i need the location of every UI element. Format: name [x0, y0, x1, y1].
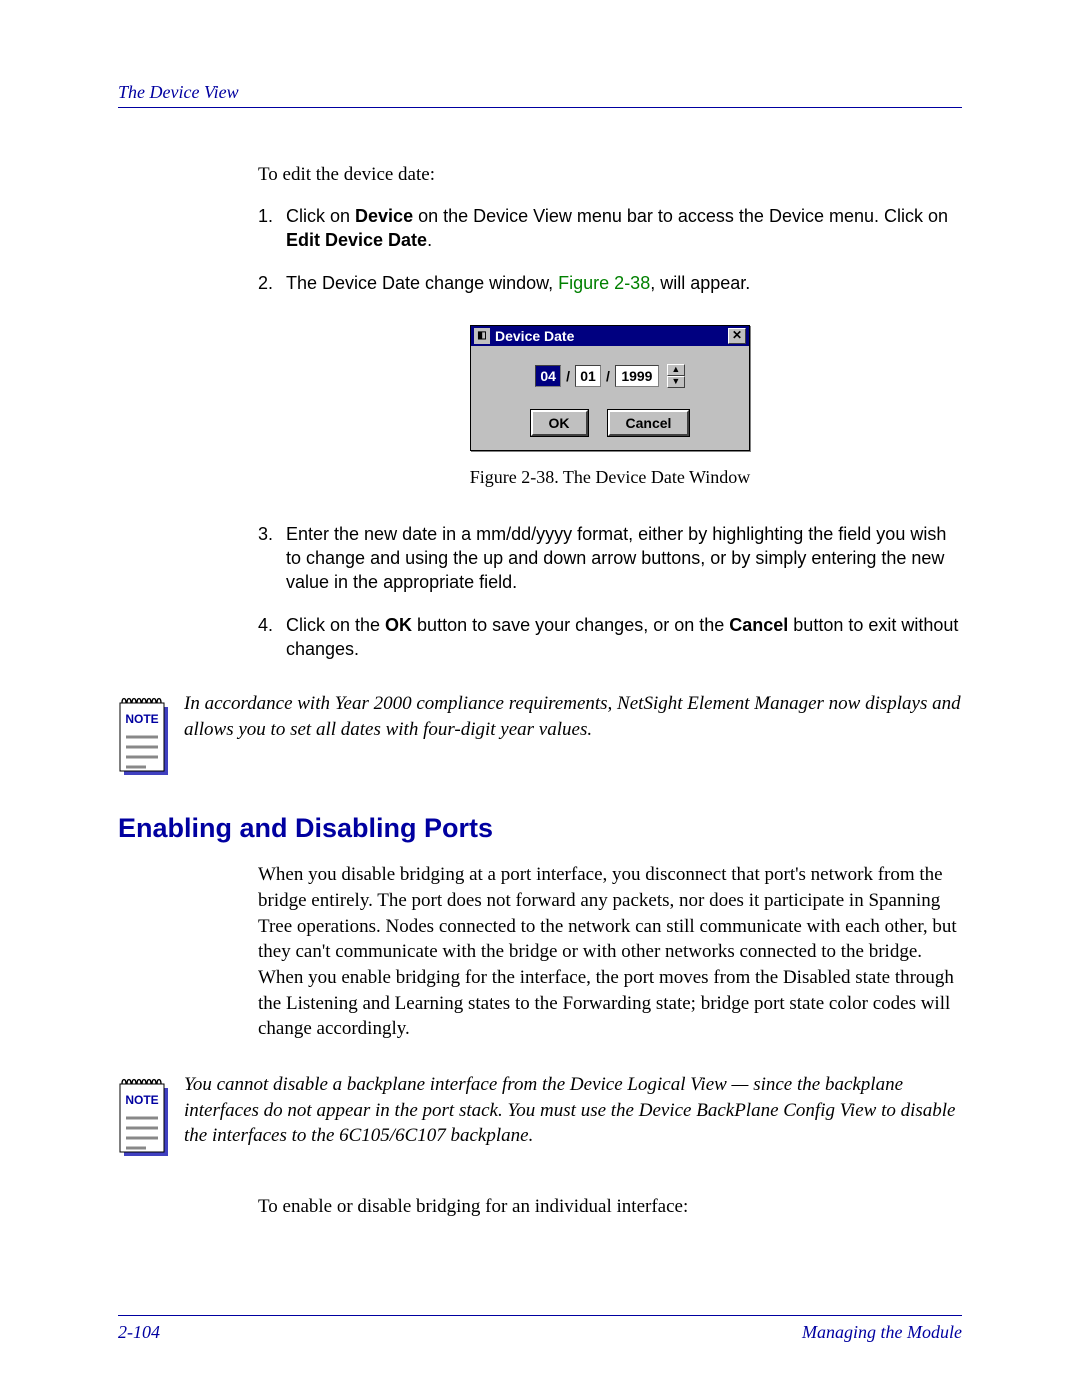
note-icon: NOTE [118, 693, 172, 779]
step-text: Enter the new date in a mm/dd/yyyy forma… [286, 522, 962, 595]
note-text: You cannot disable a backplane interface… [184, 1072, 962, 1149]
spin-up-icon[interactable]: ▲ [667, 364, 685, 376]
closing-line: To enable or disable bridging for an ind… [258, 1194, 962, 1220]
footer-rule [118, 1315, 962, 1316]
step-number: 4. [258, 613, 286, 662]
step-text: The Device Date change window, Figure 2-… [286, 271, 962, 295]
spin-down-icon[interactable]: ▼ [667, 376, 685, 388]
cancel-button[interactable]: Cancel [608, 410, 690, 436]
figure-device-date: ◧ Device Date ✕ 04 / 01 / 1999 ▲ ▼ [258, 325, 962, 451]
close-icon[interactable]: ✕ [728, 328, 746, 344]
note-icon: NOTE [118, 1074, 172, 1160]
ok-button[interactable]: OK [531, 410, 588, 436]
spin-control: ▲ ▼ [667, 364, 685, 388]
note-text: In accordance with Year 2000 compliance … [184, 691, 962, 742]
step-number: 1. [258, 204, 286, 253]
month-field[interactable]: 04 [535, 365, 561, 387]
system-menu-icon[interactable]: ◧ [474, 328, 490, 344]
device-date-window: ◧ Device Date ✕ 04 / 01 / 1999 ▲ ▼ [470, 325, 750, 451]
note-1: NOTE In accordance with Year 2000 compli… [118, 691, 962, 779]
page-footer: 2-104 Managing the Module [118, 1315, 962, 1343]
step-number: 2. [258, 271, 286, 295]
date-separator: / [606, 368, 610, 384]
device-date-title: Device Date [495, 328, 728, 344]
note-label: NOTE [125, 712, 158, 726]
step-1: 1. Click on Device on the Device View me… [258, 204, 962, 253]
step-2: 2. The Device Date change window, Figure… [258, 271, 962, 295]
page-number: 2-104 [118, 1322, 160, 1343]
section-heading: Enabling and Disabling Ports [118, 813, 962, 844]
year-field[interactable]: 1999 [615, 365, 659, 387]
section-paragraph: When you disable bridging at a port inte… [258, 862, 962, 1041]
note-label: NOTE [125, 1093, 158, 1107]
header-title: The Device View [118, 82, 962, 103]
header-rule [118, 107, 962, 108]
step-3: 3. Enter the new date in a mm/dd/yyyy fo… [258, 522, 962, 595]
note-2: NOTE You cannot disable a backplane inte… [118, 1072, 962, 1160]
date-row: 04 / 01 / 1999 ▲ ▼ [535, 364, 685, 388]
step-number: 3. [258, 522, 286, 595]
device-date-body: 04 / 01 / 1999 ▲ ▼ OK Cancel [471, 346, 749, 450]
step-4: 4. Click on the OK button to save your c… [258, 613, 962, 662]
figure-caption: Figure 2-38. The Device Date Window [258, 467, 962, 488]
footer-chapter: Managing the Module [802, 1322, 962, 1343]
day-field[interactable]: 01 [575, 365, 601, 387]
step-text: Click on the OK button to save your chan… [286, 613, 962, 662]
device-date-buttons: OK Cancel [485, 410, 735, 436]
step-text: Click on Device on the Device View menu … [286, 204, 962, 253]
intro-line: To edit the device date: [258, 164, 962, 186]
device-date-titlebar: ◧ Device Date ✕ [471, 326, 749, 346]
date-separator: / [566, 368, 570, 384]
